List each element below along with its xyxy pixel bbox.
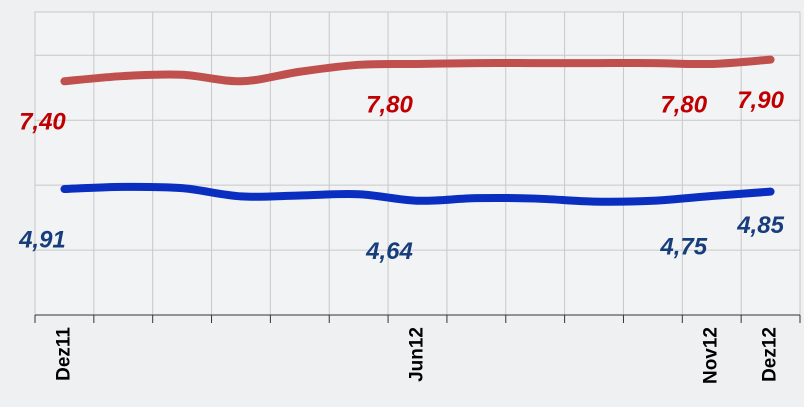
value-label: 7,40 xyxy=(19,109,66,136)
x-tick-label: Dez11 xyxy=(53,327,74,381)
value-label: 4,64 xyxy=(365,238,413,265)
series-line xyxy=(60,55,775,86)
value-label: 7,80 xyxy=(366,91,413,118)
value-label: 4,75 xyxy=(659,233,707,260)
x-tick-label: Jun12 xyxy=(407,327,428,382)
series-line xyxy=(60,182,775,206)
value-label: 4,85 xyxy=(736,212,784,239)
value-label: 4,91 xyxy=(18,226,66,253)
x-tick-label: Dez12 xyxy=(760,327,781,382)
value-label: 7,90 xyxy=(737,87,784,114)
value-label: 7,80 xyxy=(660,91,707,118)
x-tick-label: Nov12 xyxy=(701,327,722,384)
plot-area xyxy=(34,11,801,316)
